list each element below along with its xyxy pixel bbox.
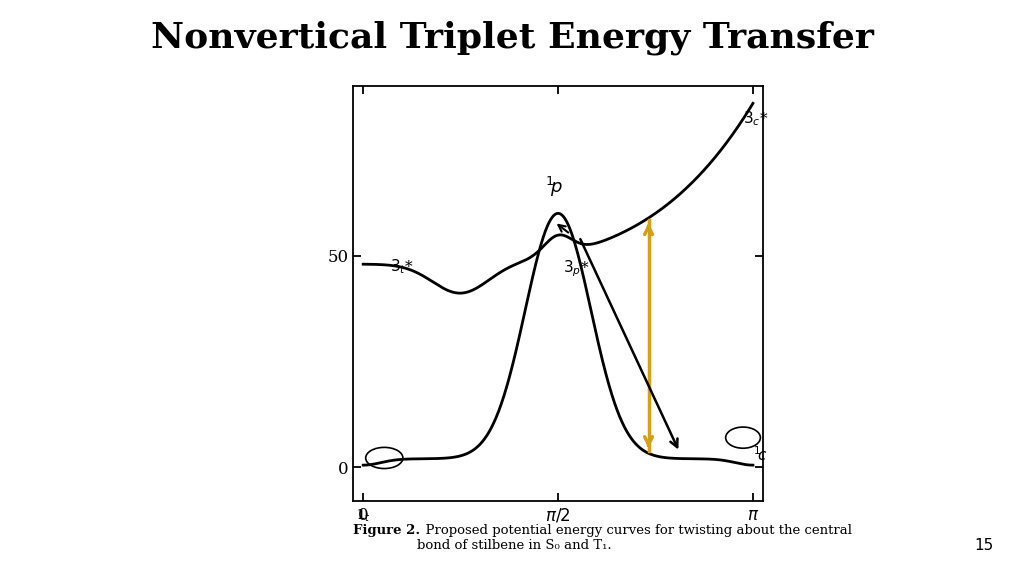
Text: $3_c$*: $3_c$*	[743, 109, 769, 128]
Text: Figure 2.: Figure 2.	[353, 524, 421, 537]
Text: Proposed potential energy curves for twisting about the central
bond of stilbene: Proposed potential energy curves for twi…	[417, 524, 852, 552]
Text: 15: 15	[974, 538, 993, 553]
Text: $^1\!p$: $^1\!p$	[545, 175, 563, 199]
Text: $3_t$*: $3_t$*	[390, 257, 415, 275]
Text: $^1\!c$: $^1\!c$	[753, 445, 768, 464]
Text: $3_p$*: $3_p$*	[563, 259, 590, 279]
Text: $1_t$: $1_t$	[355, 507, 371, 524]
Text: Nonvertical Triplet Energy Transfer: Nonvertical Triplet Energy Transfer	[151, 20, 873, 55]
